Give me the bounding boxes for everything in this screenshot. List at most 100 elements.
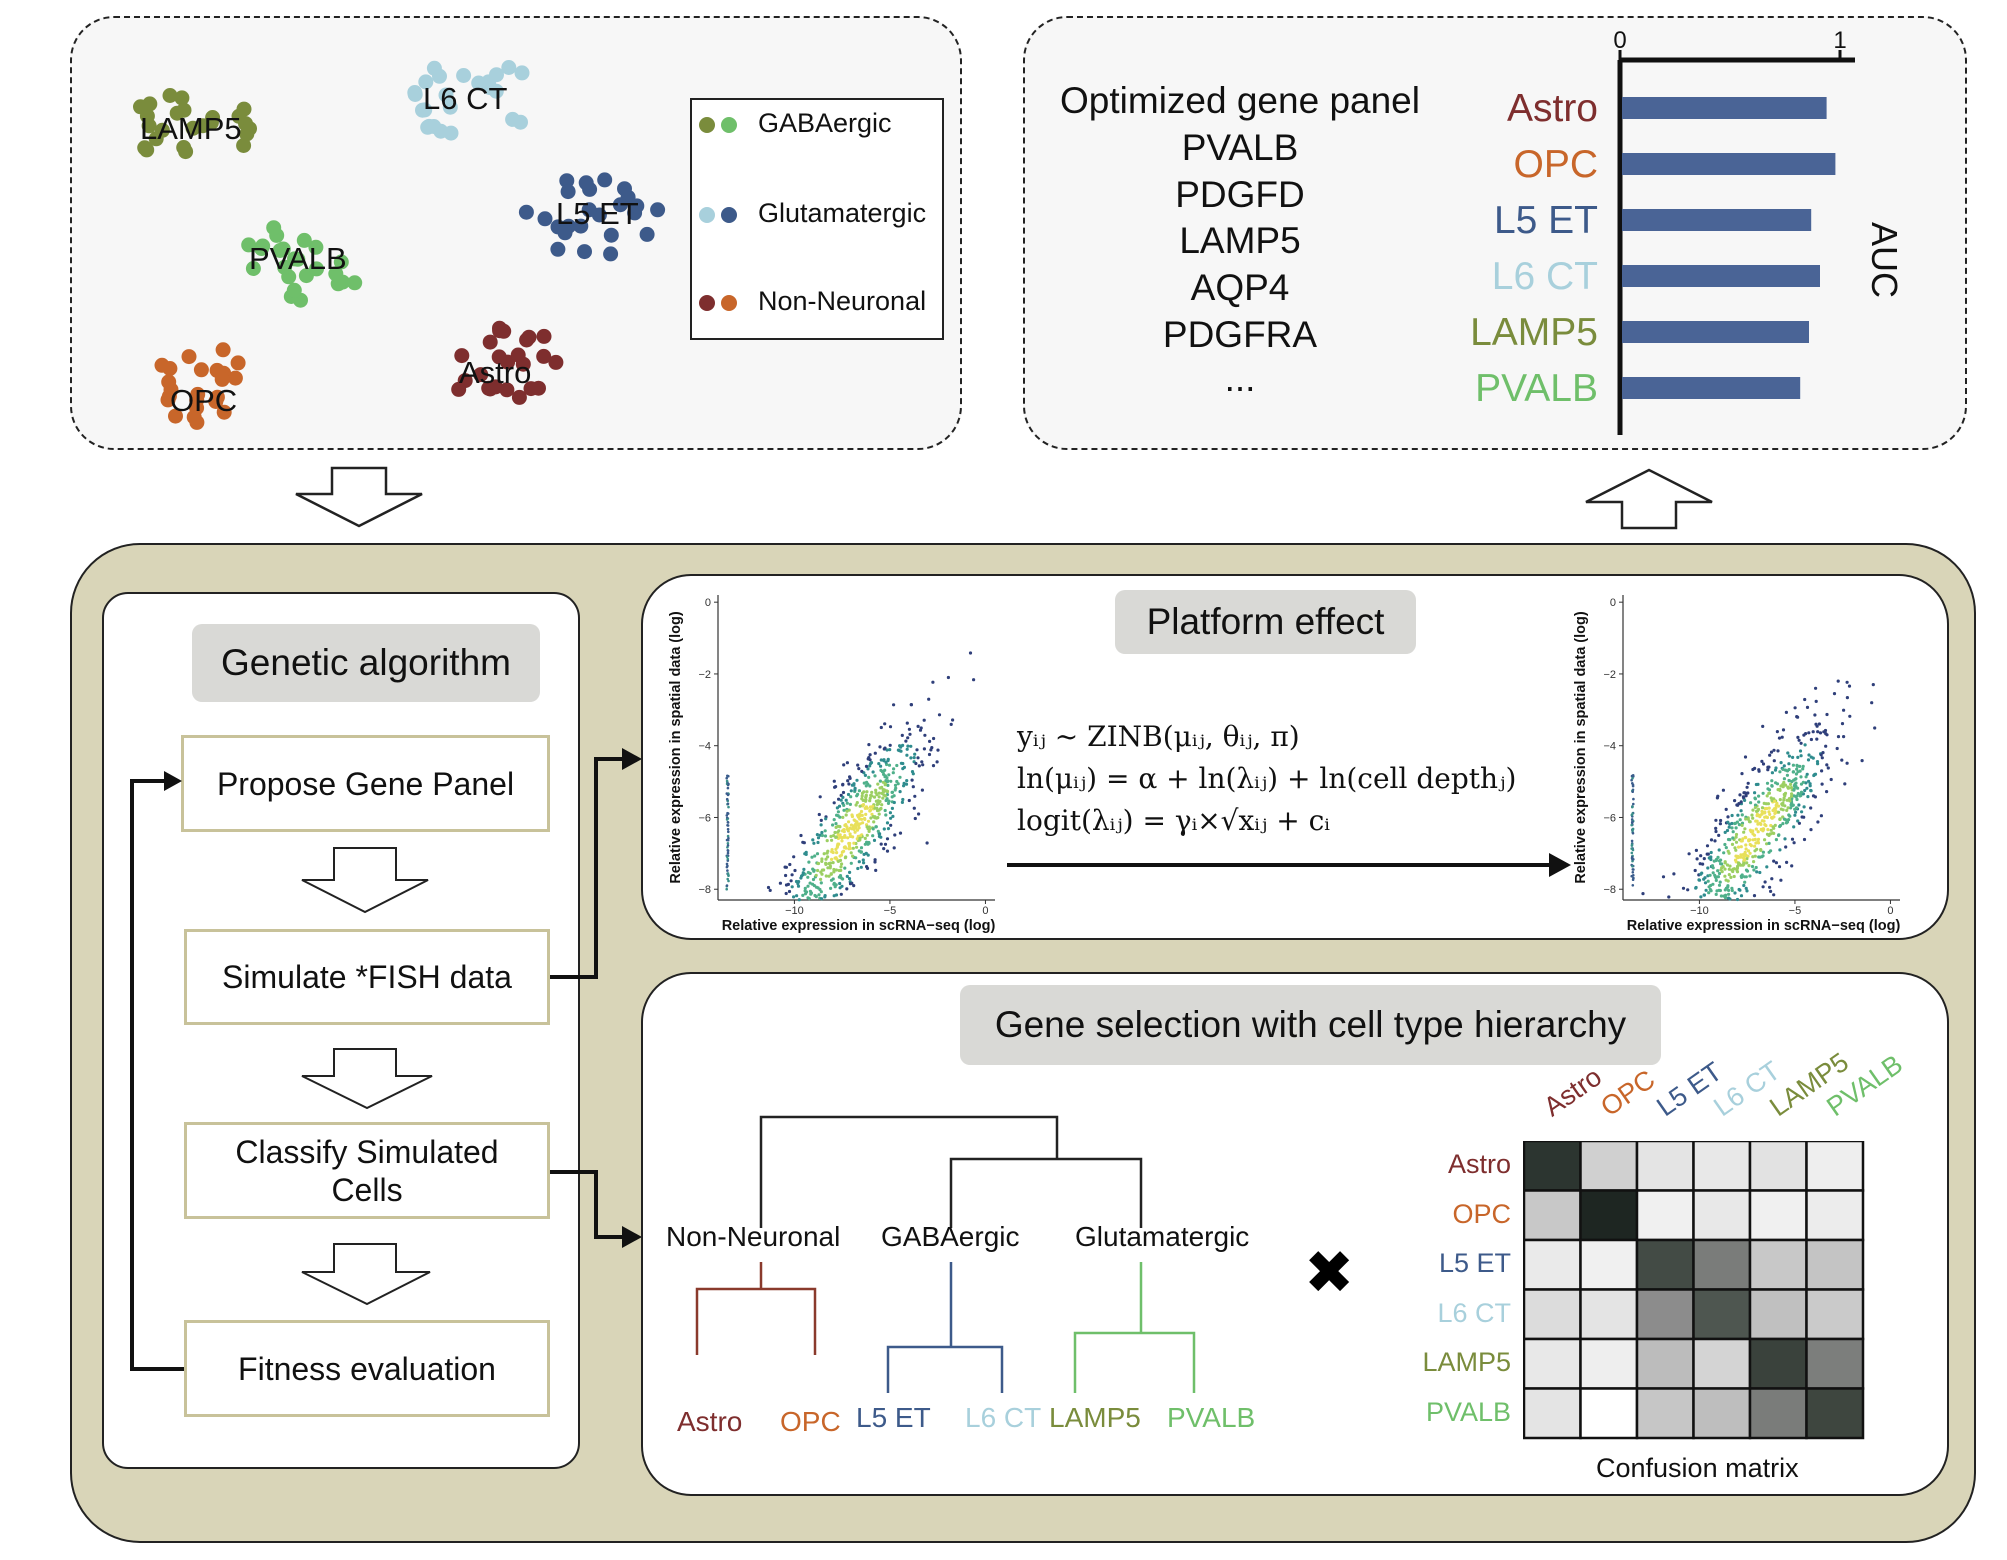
scatter-point: [1845, 761, 1849, 765]
scatter-point: [1778, 788, 1782, 792]
scatter-point: [1754, 841, 1758, 845]
cluster-label-l6ct: L6 CT: [423, 81, 508, 116]
scatter-point: [860, 794, 864, 798]
scatter-point: [726, 802, 730, 806]
tree-non-neuronal-edges: [695, 1262, 817, 1355]
to-hierarchy-arrowhead: [622, 1226, 642, 1248]
scatter-point: [1795, 763, 1799, 767]
scatter-point: [847, 847, 851, 851]
scatter-point: [1809, 737, 1813, 742]
cell-dot: [501, 60, 517, 75]
scatter-point: [1723, 874, 1727, 878]
scatter-point: [881, 796, 885, 800]
cell-dot: [550, 241, 566, 257]
scatter-point: [1816, 730, 1820, 734]
scatter-point: [834, 785, 838, 789]
scatter-point: [1801, 780, 1805, 784]
scatter-point: [889, 816, 893, 820]
cell-dot: [189, 392, 205, 408]
scatter-point: [1751, 855, 1755, 859]
scatter-point: [832, 779, 836, 783]
scatter-point: [1693, 868, 1697, 873]
cell-dot: [407, 85, 423, 100]
scatter-point: [1771, 808, 1775, 813]
cell-dot: [629, 198, 645, 214]
scatter-point: [1755, 814, 1759, 818]
scatter-point: [1698, 862, 1702, 866]
cell-dot: [181, 349, 197, 365]
scatter-point: [806, 875, 810, 879]
scatter-point: [927, 697, 931, 701]
scatter-point: [786, 882, 790, 886]
scatter-point: [858, 838, 862, 842]
scatter-point: [1743, 875, 1747, 879]
scatter-point: [725, 779, 729, 783]
scatter-point: [1777, 810, 1781, 814]
scatter-point: [726, 824, 729, 827]
cell-dot: [650, 202, 666, 218]
scatter-point: [1751, 808, 1755, 812]
cell-dot: [473, 367, 489, 383]
scatter-point: [874, 868, 878, 872]
scatter-point: [842, 763, 846, 767]
scatter-point: [1739, 800, 1743, 804]
scatter-point: [1729, 875, 1733, 879]
scatter-y-tick-label: −6: [1603, 812, 1616, 824]
scatter-point: [726, 864, 729, 868]
scatter-point: [1803, 743, 1807, 747]
scatter-point: [848, 832, 852, 836]
cm-cell: [1805, 1141, 1865, 1192]
scatter-point: [833, 885, 837, 889]
cell-dot: [454, 348, 470, 364]
scatter-point: [857, 826, 861, 830]
scatter-point: [1724, 878, 1728, 882]
scatter-point: [1779, 784, 1783, 788]
scatter-point: [727, 879, 730, 883]
up-arrow: [1585, 468, 1713, 530]
scatter-point: [725, 884, 729, 887]
scatter-point: [790, 873, 794, 877]
scatter-point: [852, 782, 856, 786]
scatter-point: [803, 889, 807, 893]
scatter-point: [1767, 806, 1771, 810]
scatter-point: [825, 851, 829, 855]
scatter-point: [1797, 803, 1801, 807]
cm-cell: [1692, 1337, 1752, 1390]
scatter-point: [1631, 776, 1634, 780]
scatter-point: [863, 842, 867, 846]
scatter-point: [1630, 851, 1634, 855]
scatter-point: [1760, 806, 1765, 810]
scatter-point: [1805, 772, 1809, 776]
cm-cell: [1692, 1238, 1752, 1291]
scatter-point: [879, 725, 883, 730]
scatter-point: [1769, 889, 1773, 893]
scatter-point: [844, 798, 848, 802]
scatter-point: [1783, 804, 1787, 808]
cell-dot: [537, 211, 553, 227]
scatter-point: [1750, 813, 1754, 817]
scatter-point: [1745, 869, 1750, 873]
scatter-point: [1631, 831, 1635, 835]
scatter-point: [1748, 874, 1752, 878]
cell-dot: [603, 227, 619, 243]
scatter-point: [872, 795, 877, 799]
scatter-point: [788, 862, 792, 867]
scatter-point: [1630, 843, 1634, 846]
tree-node-gabaergic: GABAergic: [881, 1221, 1020, 1252]
scatter-point: [1824, 744, 1828, 748]
scatter-point: [1699, 872, 1703, 876]
scatter-point: [851, 846, 855, 850]
scatter-point: [858, 822, 862, 826]
cell-dot: [557, 225, 573, 241]
scatter-point: [1786, 785, 1790, 789]
scatter-point: [852, 827, 856, 831]
scatter-point: [1737, 845, 1741, 849]
cell-dot: [417, 102, 433, 118]
scatter-point: [1798, 769, 1802, 773]
scatter-point: [920, 788, 924, 792]
cell-dot: [186, 409, 202, 425]
scatter-point: [1804, 781, 1808, 785]
cell-dot: [242, 121, 257, 137]
scatter-point: [891, 814, 895, 818]
scatter-point: [1829, 777, 1833, 782]
